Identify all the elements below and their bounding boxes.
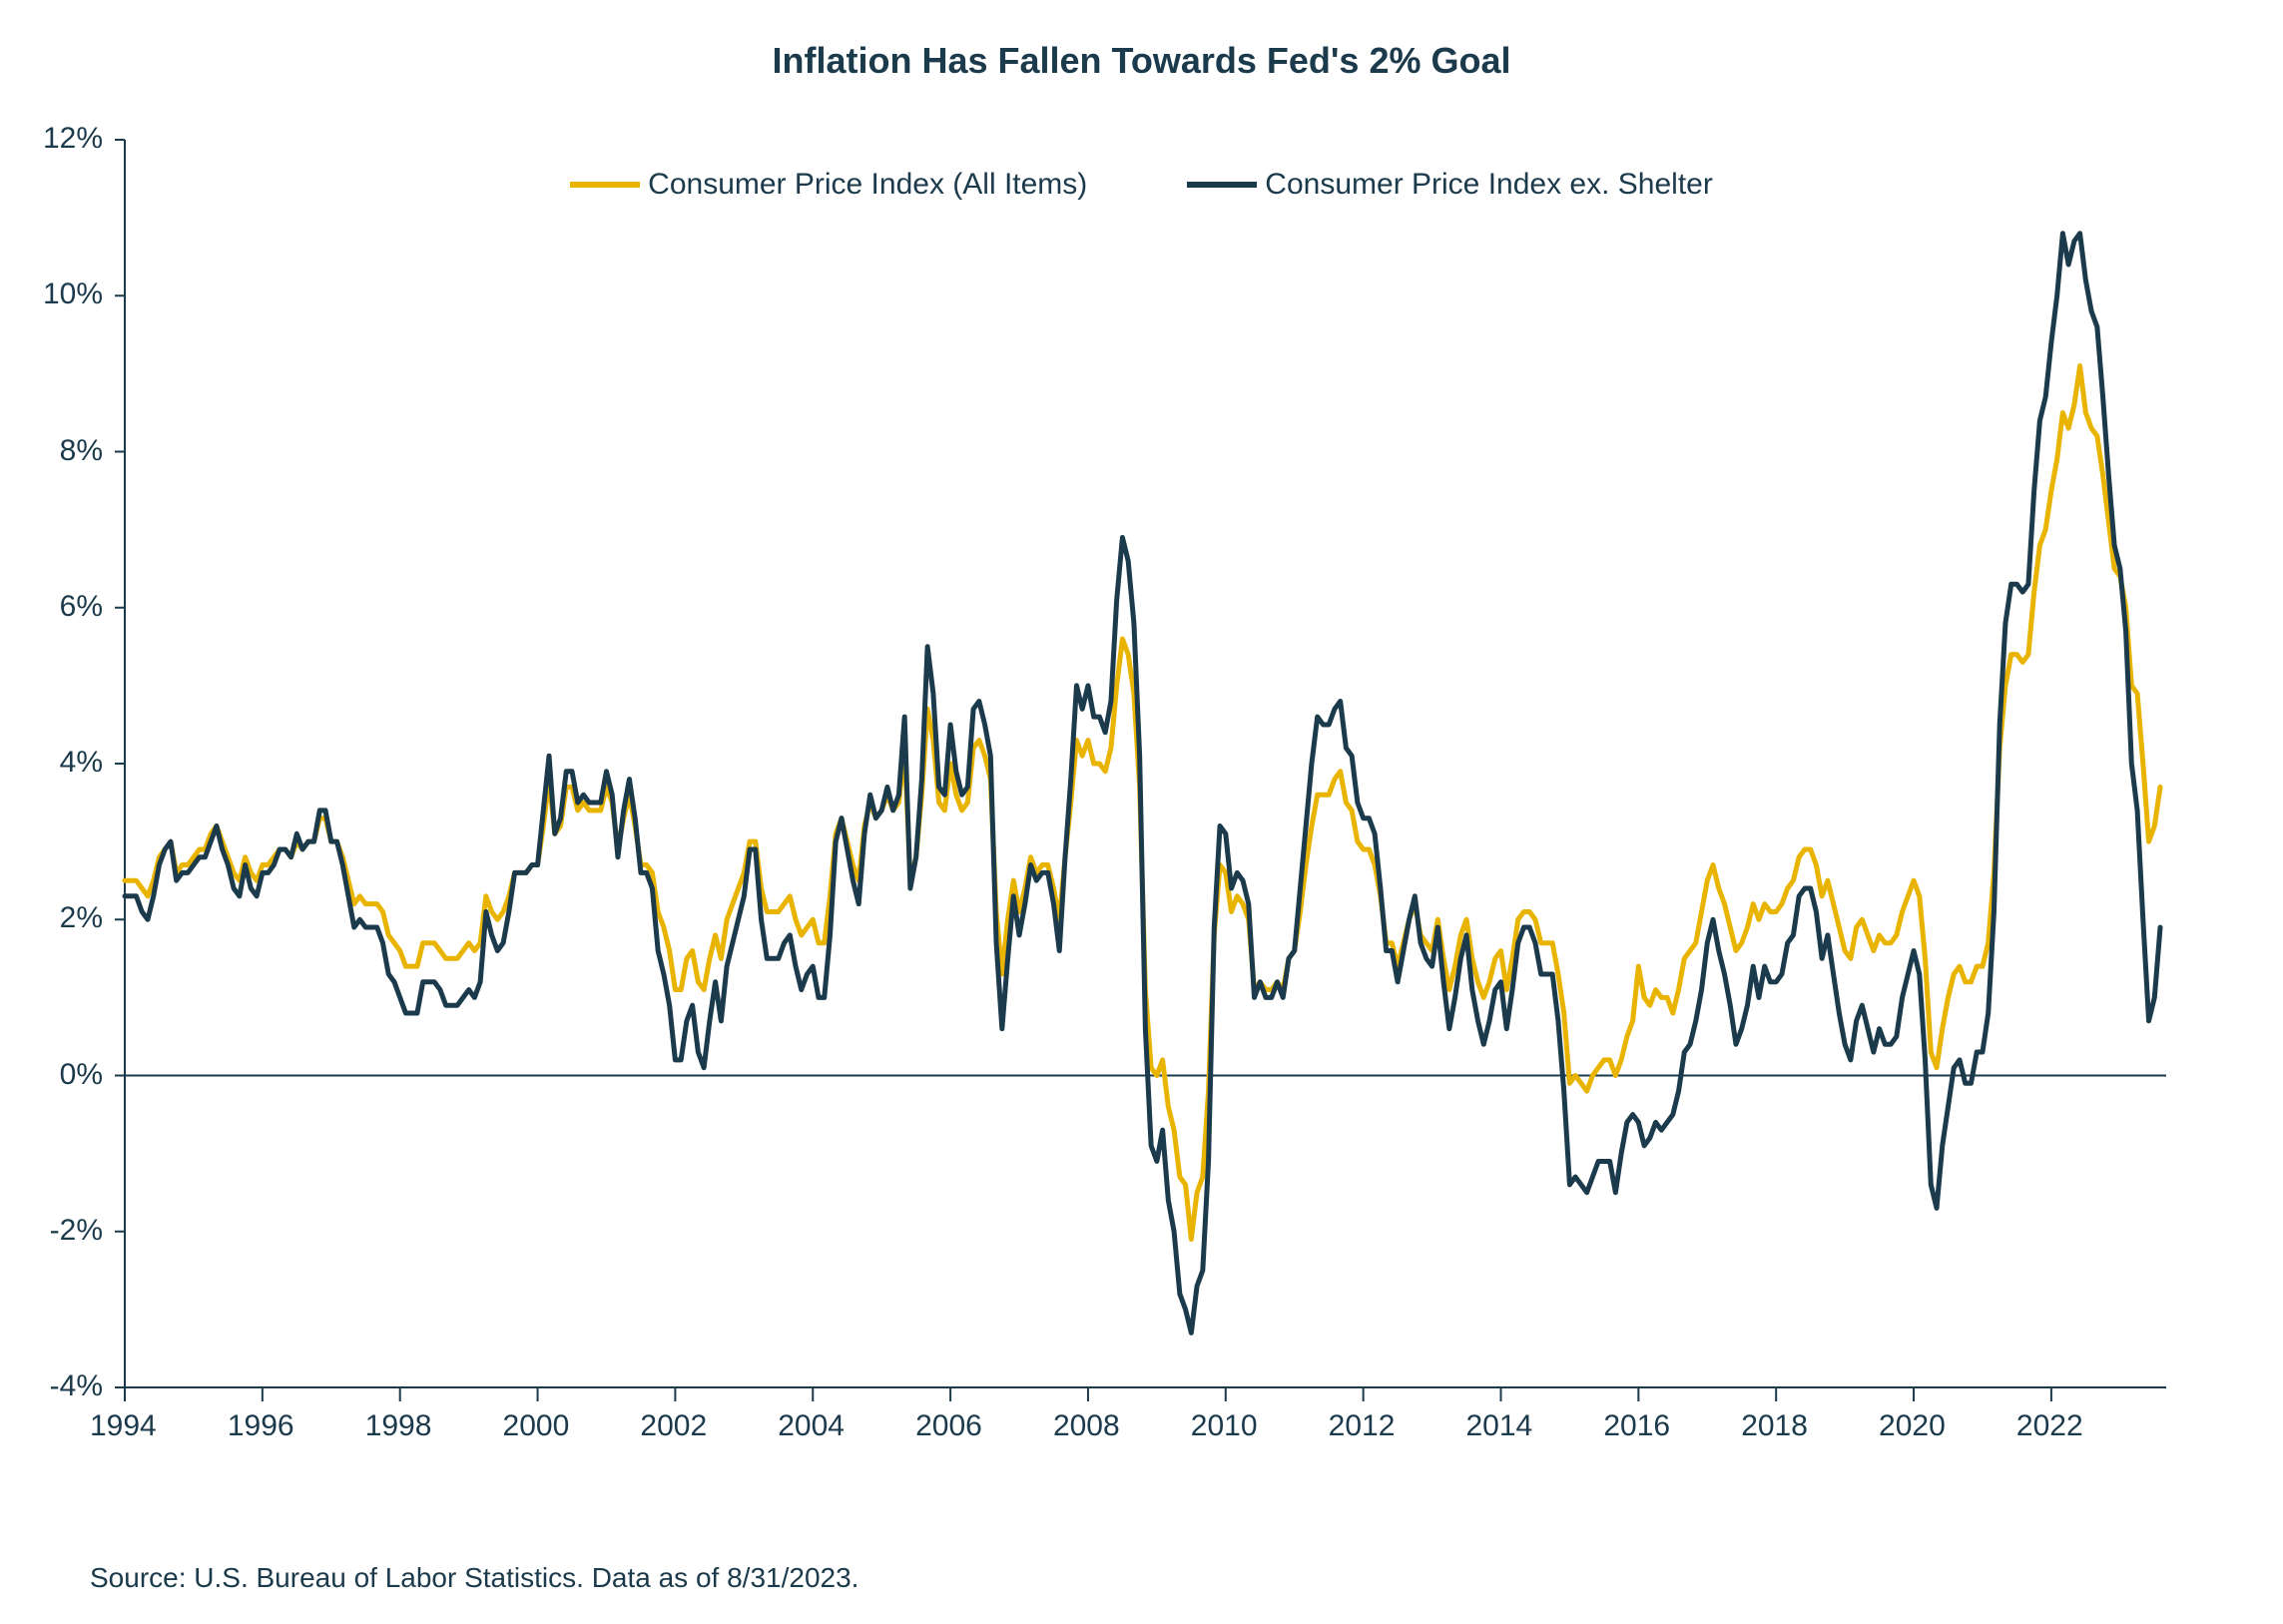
y-tick-label: -2% (50, 1214, 103, 1248)
x-tick-label: 2006 (915, 1409, 982, 1443)
x-tick-label: 2004 (778, 1409, 845, 1443)
x-tick-label: 2022 (2016, 1409, 2083, 1443)
x-tick-label: 2014 (1465, 1409, 1532, 1443)
plot-area (115, 130, 2176, 1472)
y-tick-label: 0% (60, 1058, 103, 1092)
y-tick-label: 12% (43, 122, 103, 156)
chart-title: Inflation Has Fallen Towards Fed's 2% Go… (0, 40, 2283, 82)
y-tick-label: -4% (50, 1369, 103, 1403)
x-tick-label: 2016 (1603, 1409, 1670, 1443)
x-tick-label: 2002 (640, 1409, 707, 1443)
x-tick-label: 2000 (503, 1409, 570, 1443)
source-note: Source: U.S. Bureau of Labor Statistics.… (90, 1562, 858, 1594)
y-tick-label: 8% (60, 434, 103, 468)
x-tick-label: 2018 (1741, 1409, 1808, 1443)
inflation-chart: Inflation Has Fallen Towards Fed's 2% Go… (0, 0, 2283, 1624)
y-tick-label: 6% (60, 590, 103, 624)
x-tick-label: 2020 (1879, 1409, 1946, 1443)
x-tick-label: 1998 (365, 1409, 432, 1443)
x-tick-label: 2010 (1191, 1409, 1258, 1443)
y-tick-label: 4% (60, 746, 103, 780)
x-tick-label: 1996 (228, 1409, 294, 1443)
x-tick-label: 2008 (1053, 1409, 1120, 1443)
x-tick-label: 1994 (90, 1409, 157, 1443)
y-tick-label: 10% (43, 277, 103, 311)
y-tick-label: 2% (60, 901, 103, 935)
x-tick-label: 2012 (1329, 1409, 1396, 1443)
